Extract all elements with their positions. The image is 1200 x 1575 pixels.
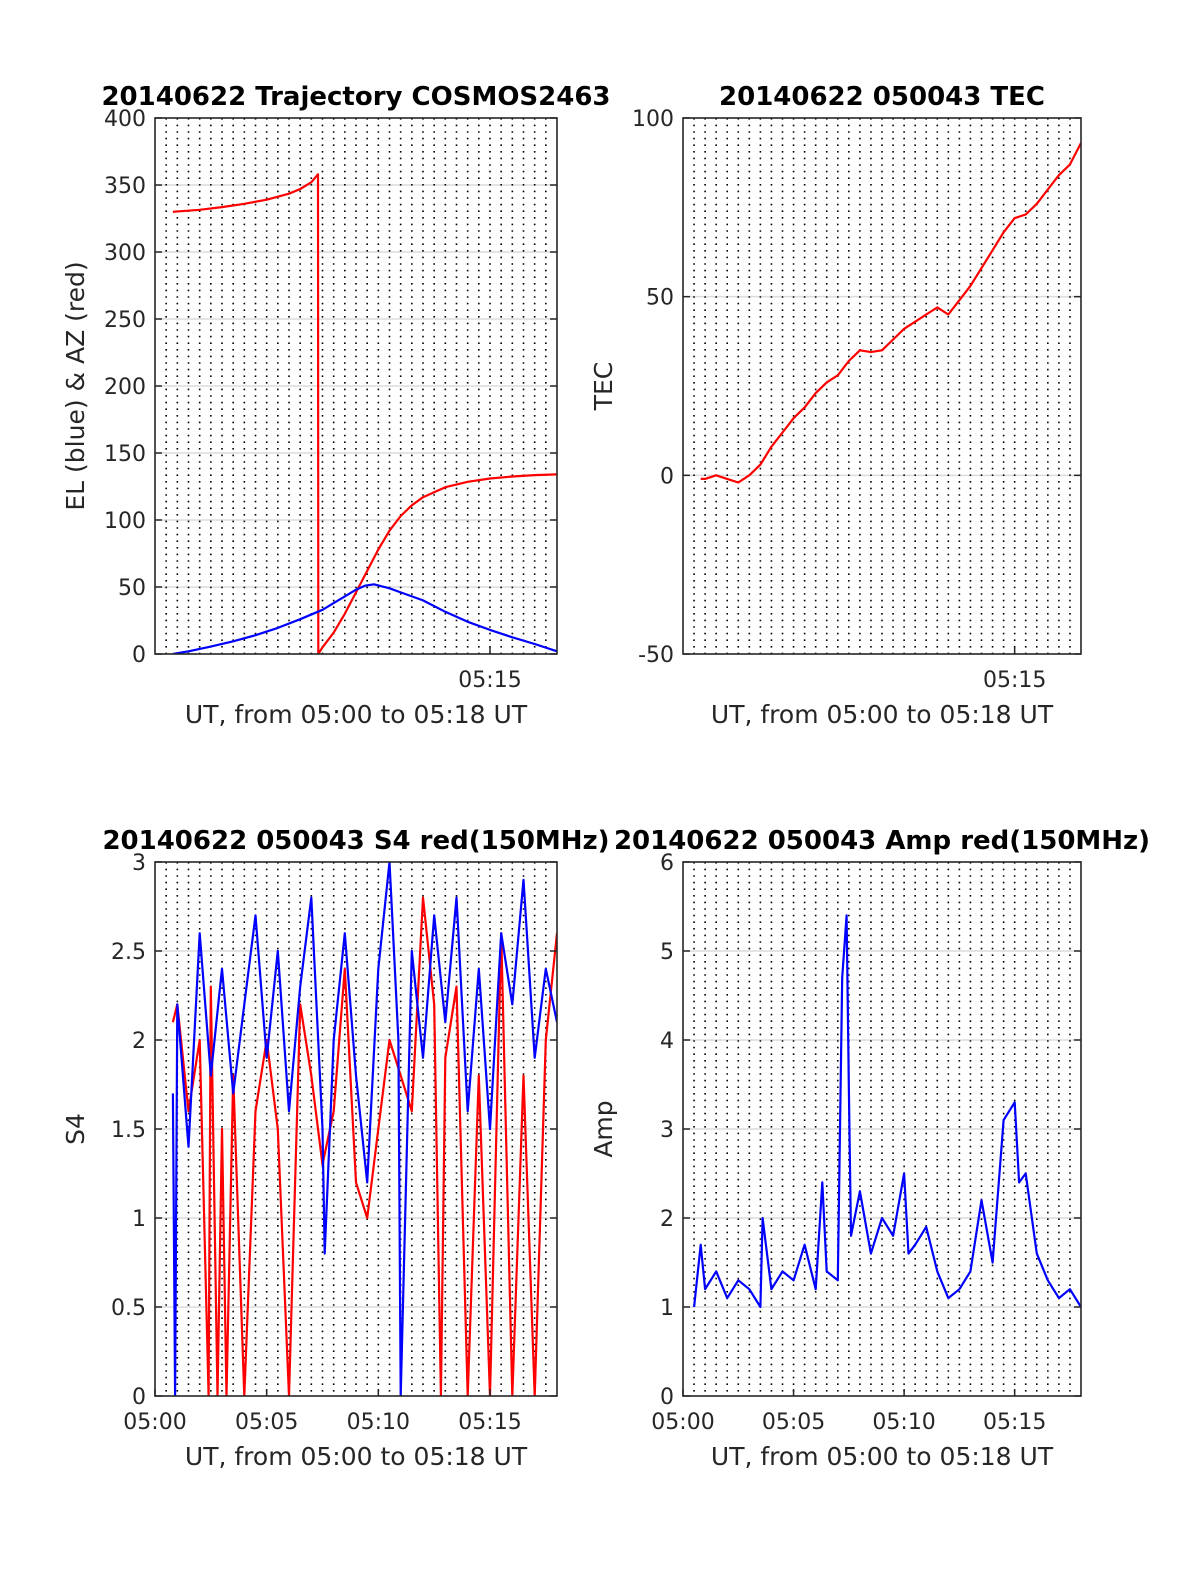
s4-ytick-label: 2.5 bbox=[111, 940, 146, 965]
amp-ylabel: Amp bbox=[589, 1100, 618, 1157]
tec-ytick-label: 100 bbox=[632, 107, 674, 132]
tec-ytick-label: 50 bbox=[646, 286, 674, 311]
s4-xtick-label: 05:10 bbox=[347, 1410, 410, 1435]
s4-ytick-label: 0.5 bbox=[111, 1296, 146, 1321]
trajectory-ytick-label: 100 bbox=[104, 509, 146, 534]
trajectory-ytick-label: 0 bbox=[132, 643, 146, 668]
tec-panel: -50 0 50 100 05:15 20140622 050043 TEC UT, fro… bbox=[589, 82, 1082, 729]
amp-ytick-label: 1 bbox=[660, 1296, 674, 1321]
s4-xtick-label: 05:00 bbox=[123, 1410, 186, 1435]
trajectory-title: 20140622 Trajectory COSMOS2463 bbox=[101, 82, 610, 112]
s4-title: 20140622 050043 S4 red(150MHz) bbox=[102, 826, 609, 856]
trajectory-ytick-label: 400 bbox=[104, 107, 146, 132]
amp-ytick-label: 2 bbox=[660, 1207, 674, 1232]
amp-panel: 0 1 2 3 4 5 6 05:00 05:05 05:10 05:15 20140622 0500… bbox=[589, 826, 1150, 1471]
amp-xtick-label: 05:05 bbox=[762, 1410, 825, 1435]
trajectory-xlabel: UT, from 05:00 to 05:18 UT bbox=[185, 700, 528, 729]
tec-axes-frame bbox=[682, 117, 1082, 655]
s4-ylabel: S4 bbox=[61, 1113, 90, 1145]
trajectory-ytick-label: 300 bbox=[104, 241, 146, 266]
amp-ytick-label: 6 bbox=[660, 851, 674, 876]
tec-ytick-label: -50 bbox=[638, 643, 674, 668]
s4-series-1 bbox=[171, 862, 557, 1396]
trajectory-series-1 bbox=[172, 583, 557, 654]
amp-xtick-label: 05:15 bbox=[983, 1410, 1046, 1435]
s4-ytick-label: 2 bbox=[132, 1029, 146, 1054]
amp-ytick-label: 5 bbox=[660, 940, 674, 965]
tec-xtick-label: 05:15 bbox=[983, 668, 1046, 693]
tec-title: 20140622 050043 TEC bbox=[719, 82, 1045, 112]
trajectory-ytick-label: 150 bbox=[104, 442, 146, 467]
s4-panel: 0 0.5 1 1.5 2 2.5 3 05:00 05:05 05:10 05:15 2014062… bbox=[61, 826, 610, 1471]
amp-xtick-label: 05:10 bbox=[872, 1410, 935, 1435]
tec-xlabel: UT, from 05:00 to 05:18 UT bbox=[711, 700, 1054, 729]
amp-ytick-label: 0 bbox=[660, 1385, 674, 1410]
s4-xlabel: UT, from 05:00 to 05:18 UT bbox=[185, 1442, 528, 1471]
trajectory-ytick-label: 200 bbox=[104, 375, 146, 400]
trajectory-xtick-label: 05:15 bbox=[458, 668, 521, 693]
amp-ytick-label: 3 bbox=[660, 1118, 674, 1143]
trajectory-ylabel: EL (blue) & AZ (red) bbox=[61, 261, 90, 510]
tec-ylabel: TEC bbox=[589, 362, 618, 412]
tec-series-0 bbox=[700, 142, 1081, 484]
trajectory-ytick-label: 50 bbox=[118, 576, 146, 601]
s4-ytick-label: 0 bbox=[132, 1385, 146, 1410]
s4-xtick-label: 05:15 bbox=[458, 1410, 521, 1435]
amp-ytick-label: 4 bbox=[660, 1029, 674, 1054]
amp-title: 20140622 050043 Amp red(150MHz) bbox=[614, 826, 1150, 856]
s4-series-0 bbox=[171, 896, 557, 1396]
trajectory-ytick-label: 250 bbox=[104, 308, 146, 333]
amp-xtick-label: 05:00 bbox=[651, 1410, 714, 1435]
s4-ytick-label: 1.5 bbox=[111, 1118, 146, 1143]
s4-ytick-label: 3 bbox=[132, 851, 146, 876]
s4-ytick-label: 1 bbox=[132, 1207, 146, 1232]
trajectory-panel: 0 50 100 150 200 250 300 350 400 05:15 20140622 Tr… bbox=[61, 82, 611, 729]
tec-ytick-label: 0 bbox=[660, 464, 674, 489]
trajectory-series-0 bbox=[172, 173, 557, 654]
trajectory-ytick-label: 350 bbox=[104, 174, 146, 199]
amp-xlabel: UT, from 05:00 to 05:18 UT bbox=[711, 1442, 1054, 1471]
amp-series-0 bbox=[693, 914, 1081, 1309]
s4-xtick-label: 05:05 bbox=[235, 1410, 298, 1435]
